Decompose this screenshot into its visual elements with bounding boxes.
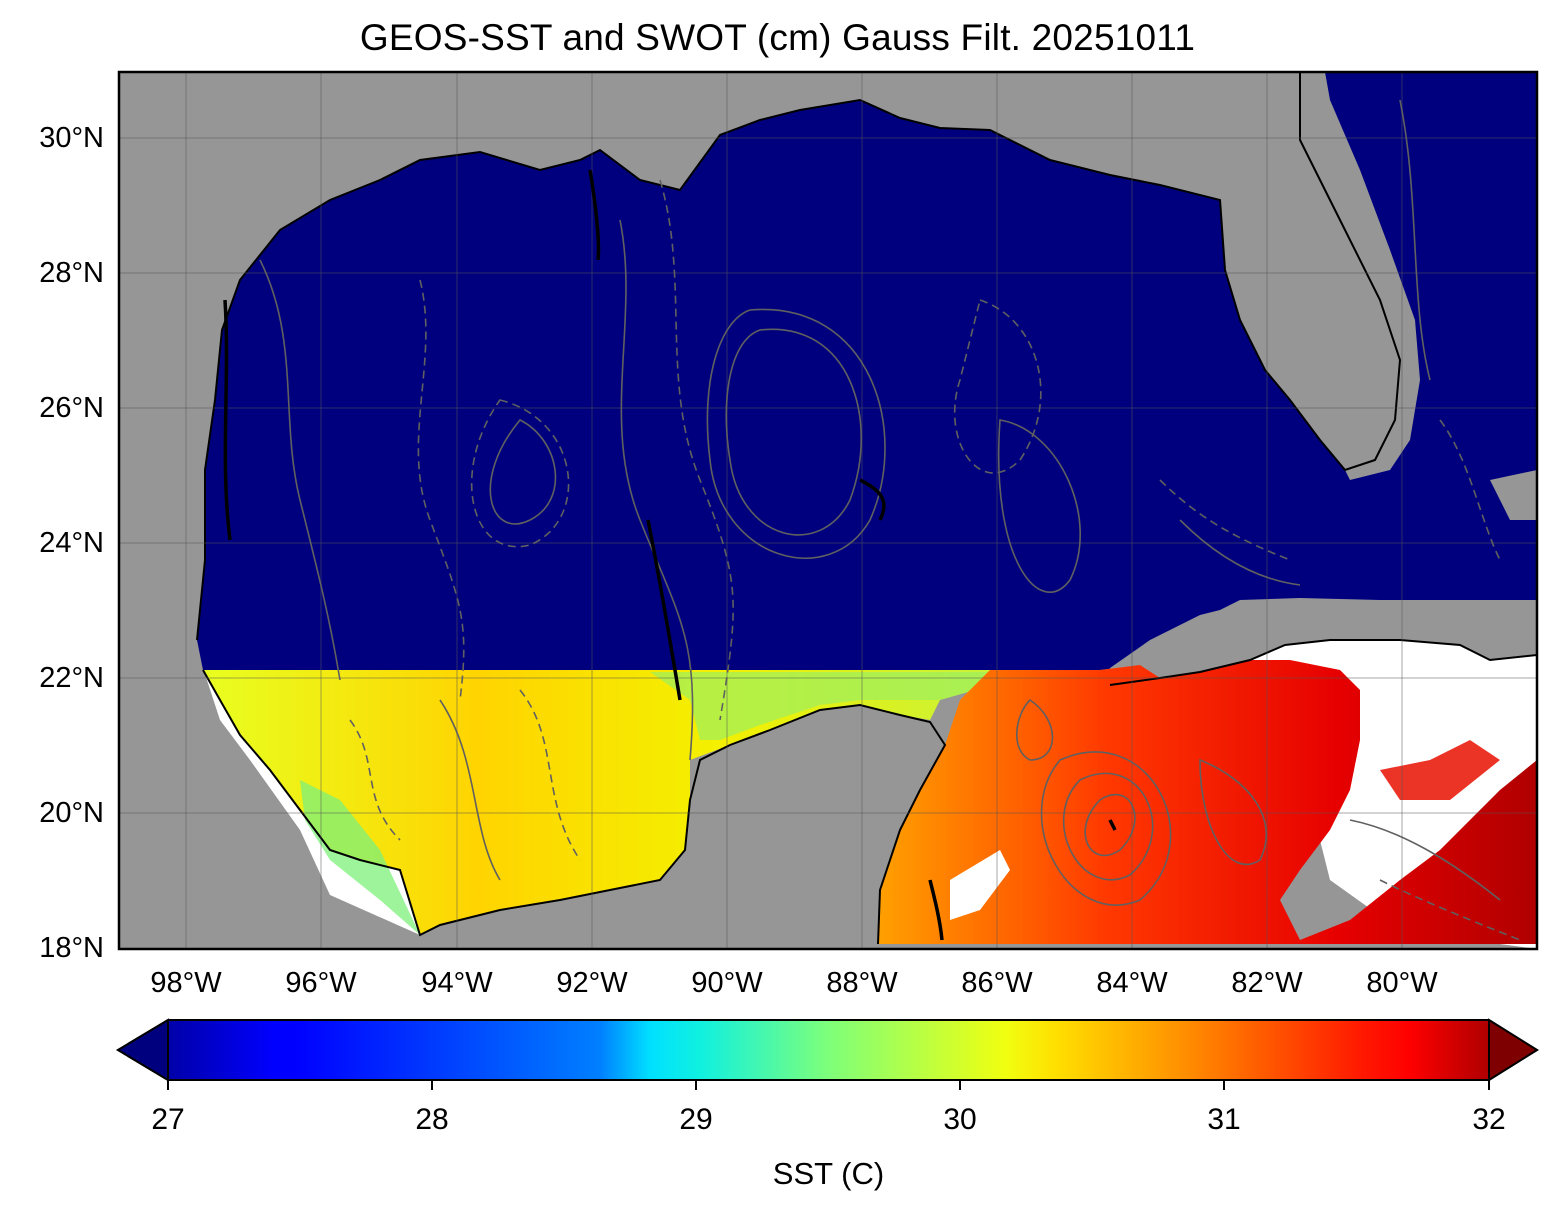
coastline-mexico <box>202 669 947 945</box>
coastline-cuba <box>1109 639 1537 686</box>
coastline-gulf <box>196 72 1402 641</box>
colorbar-extend-min <box>116 1018 169 1082</box>
ssh-zero-contours <box>223 169 1117 941</box>
colorbar-ticks <box>167 1080 1490 1090</box>
no-data-patch <box>950 850 1010 920</box>
y-tick-label: 24°N <box>39 527 104 559</box>
y-tick-label: 30°N <box>39 122 104 154</box>
x-tick-label: 84°W <box>1096 967 1168 999</box>
ssh-contours <box>259 99 1521 941</box>
x-tick-label: 98°W <box>150 967 222 999</box>
sst-caribbean <box>878 660 1537 944</box>
colorbar-tick-label: 31 <box>1207 1103 1241 1136</box>
x-tick-label: 80°W <box>1366 967 1438 999</box>
x-tick-label: 90°W <box>691 967 763 999</box>
x-tick-label: 88°W <box>826 967 898 999</box>
colorbar-tick-label: 27 <box>151 1103 185 1136</box>
colorbar-tick-label: 32 <box>1472 1103 1506 1136</box>
bahamas-land <box>1490 470 1537 520</box>
sst-cool-band <box>650 672 990 740</box>
sst-cool-shelf <box>300 780 420 935</box>
yucatan-land <box>685 705 945 949</box>
sst-bay-of-campeche <box>203 670 990 935</box>
y-tick-label: 28°N <box>39 257 104 289</box>
x-tick-label: 82°W <box>1231 967 1303 999</box>
colorbar-tick-label: 29 <box>679 1103 713 1136</box>
map-area <box>119 72 1537 949</box>
x-tick-label: 96°W <box>285 967 357 999</box>
colorbar-label: SST (C) <box>772 1156 885 1191</box>
cuba-land <box>1110 600 1537 685</box>
colorbar-extend-max <box>1488 1018 1539 1082</box>
x-tick-label: 94°W <box>421 967 493 999</box>
colorbar-tick-label: 28 <box>415 1103 449 1136</box>
sst-warm-patch <box>1380 740 1500 800</box>
y-tick-label: 18°N <box>39 932 104 964</box>
map-frame <box>117 70 1539 951</box>
florida-land <box>1300 72 1420 480</box>
y-tick-label: 26°N <box>39 392 104 424</box>
y-tick-label: 22°N <box>39 662 104 694</box>
x-tick-label: 92°W <box>556 967 628 999</box>
colorbar-tick-label: 30 <box>943 1103 977 1136</box>
x-tick-label: 86°W <box>961 967 1033 999</box>
colorbar <box>116 1018 1539 1090</box>
plot-title: GEOS-SST and SWOT (cm) Gauss Filt. 20251… <box>359 17 1196 58</box>
colorbar-gradient <box>116 1019 1539 1081</box>
y-tick-label: 20°N <box>39 797 104 829</box>
